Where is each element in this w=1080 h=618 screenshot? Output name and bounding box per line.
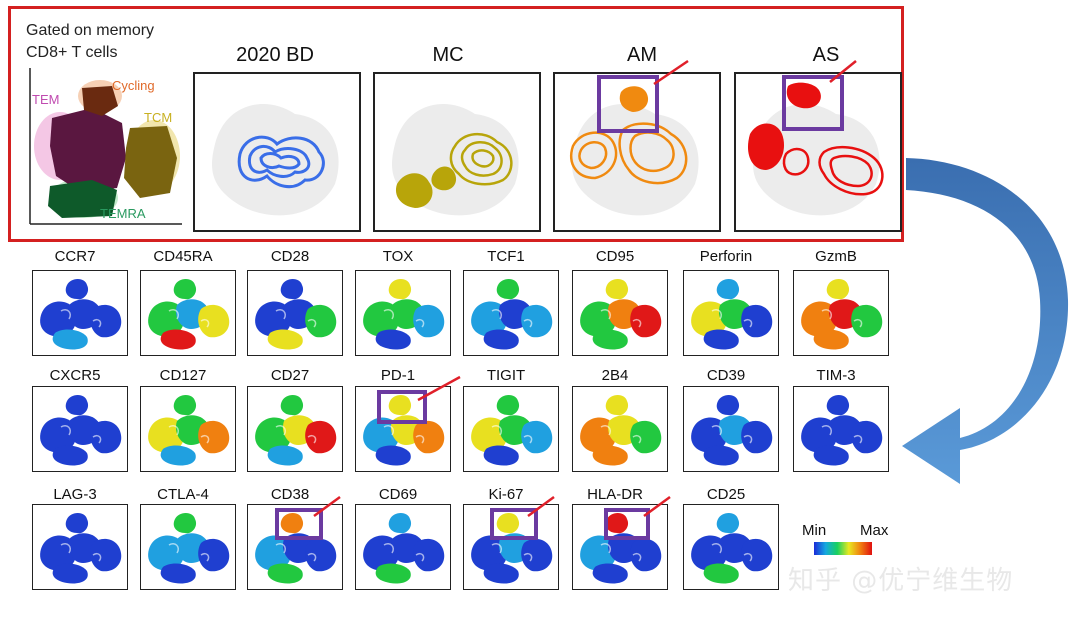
legend-max-label: Max — [860, 522, 889, 539]
marker-title-lag3: LAG-3 — [53, 486, 97, 503]
population-label-cycling: Cycling — [112, 78, 155, 93]
marker-plot-perforin — [683, 270, 779, 356]
pd1-pointer-arrow — [417, 375, 461, 402]
am-highlight-box — [597, 75, 659, 133]
marker-title-cxcr5: CXCR5 — [49, 367, 101, 384]
condition-title-mc: MC — [432, 44, 464, 66]
marker-title-tigit: TIGIT — [486, 367, 526, 384]
marker-plot-cd95 — [572, 270, 668, 356]
marker-plot-cd45ra — [140, 270, 236, 356]
watermark-text: 知乎 @优宁维生物 — [788, 566, 1014, 596]
condition-title-2020bd: 2020 BD — [236, 44, 314, 66]
marker-plot-hladr — [572, 504, 668, 590]
marker-plot-cd28 — [247, 270, 343, 356]
svg-text:Cycling: Cycling — [112, 78, 155, 93]
condition-plot-as — [734, 72, 902, 232]
am-pointer-arrow — [653, 59, 689, 86]
marker-plot-tox — [355, 270, 451, 356]
marker-plot-ctla4 — [140, 504, 236, 590]
marker-title-tim3: TIM-3 — [816, 367, 856, 384]
curved-transition-arrow — [902, 158, 1069, 484]
svg-text:TEMRA: TEMRA — [100, 206, 146, 221]
ki67-highlight-box — [490, 508, 538, 540]
marker-title-cd38: CD38 — [270, 486, 310, 503]
ki67-pointer-arrow — [527, 495, 555, 518]
gate-label-line1: Gated on memory — [26, 22, 155, 39]
as-highlight-box — [782, 75, 844, 131]
condition-plot-mc — [373, 72, 541, 232]
marker-title-ki67: Ki-67 — [488, 486, 524, 503]
cd38-pointer-arrow — [313, 495, 341, 518]
marker-plot-lag3 — [32, 504, 128, 590]
svg-text:TCM: TCM — [144, 110, 172, 125]
marker-plot-cd39 — [683, 386, 779, 472]
marker-plot-cd38 — [247, 504, 343, 590]
marker-plot-ki67 — [463, 504, 559, 590]
population-label-temra: TEMRA — [100, 206, 146, 221]
marker-plot-cd27 — [247, 386, 343, 472]
marker-plot-ccr7 — [32, 270, 128, 356]
marker-title-cd69: CD69 — [378, 486, 418, 503]
marker-plot-cxcr5 — [32, 386, 128, 472]
conditions-frame — [8, 6, 904, 242]
hladr-highlight-box — [604, 508, 650, 540]
population-label-tcm: TCM — [144, 110, 172, 125]
marker-title-cd45ra: CD45RA — [153, 248, 213, 265]
marker-title-cd28: CD28 — [270, 248, 310, 265]
marker-title-tcf1: TCF1 — [487, 248, 525, 265]
marker-plot-cd127 — [140, 386, 236, 472]
marker-plot-2b4 — [572, 386, 668, 472]
pd1-highlight-box — [377, 390, 427, 424]
marker-title-hladr: HLA-DR — [587, 486, 643, 503]
condition-title-am: AM — [627, 44, 657, 66]
marker-title-ccr7: CCR7 — [54, 248, 96, 265]
marker-plot-tcf1 — [463, 270, 559, 356]
legend-color-scale — [814, 542, 872, 555]
population-overview-plot: TEM Cycling TCM TEMRA — [22, 68, 182, 230]
marker-plot-cd69 — [355, 504, 451, 590]
marker-title-cd95: CD95 — [595, 248, 635, 265]
gate-label-line2: CD8+ T cells — [26, 44, 118, 61]
population-label-tem: TEM — [32, 92, 59, 107]
marker-title-cd27: CD27 — [270, 367, 310, 384]
svg-text:TEM: TEM — [32, 92, 59, 107]
marker-plot-pd1 — [355, 386, 451, 472]
marker-title-tox: TOX — [382, 248, 414, 265]
marker-title-cd127: CD127 — [159, 367, 207, 384]
marker-title-2b4: 2B4 — [601, 367, 629, 384]
marker-plot-tigit — [463, 386, 559, 472]
marker-plot-cd25 — [683, 504, 779, 590]
marker-title-cd25: CD25 — [706, 486, 746, 503]
marker-title-perforin: Perforin — [699, 248, 753, 265]
legend-min-label: Min — [802, 522, 827, 539]
hladr-pointer-arrow — [643, 495, 671, 518]
cd38-highlight-box — [275, 508, 323, 540]
condition-title-as: AS — [812, 44, 840, 66]
marker-title-gzmb: GzmB — [815, 248, 857, 265]
marker-plot-gzmb — [793, 270, 889, 356]
marker-title-pd1: PD-1 — [380, 367, 416, 384]
marker-plot-tim3 — [793, 386, 889, 472]
condition-plot-2020bd — [193, 72, 361, 232]
marker-title-ctla4: CTLA-4 — [157, 486, 209, 503]
as-pointer-arrow — [829, 60, 857, 83]
marker-title-cd39: CD39 — [706, 367, 746, 384]
